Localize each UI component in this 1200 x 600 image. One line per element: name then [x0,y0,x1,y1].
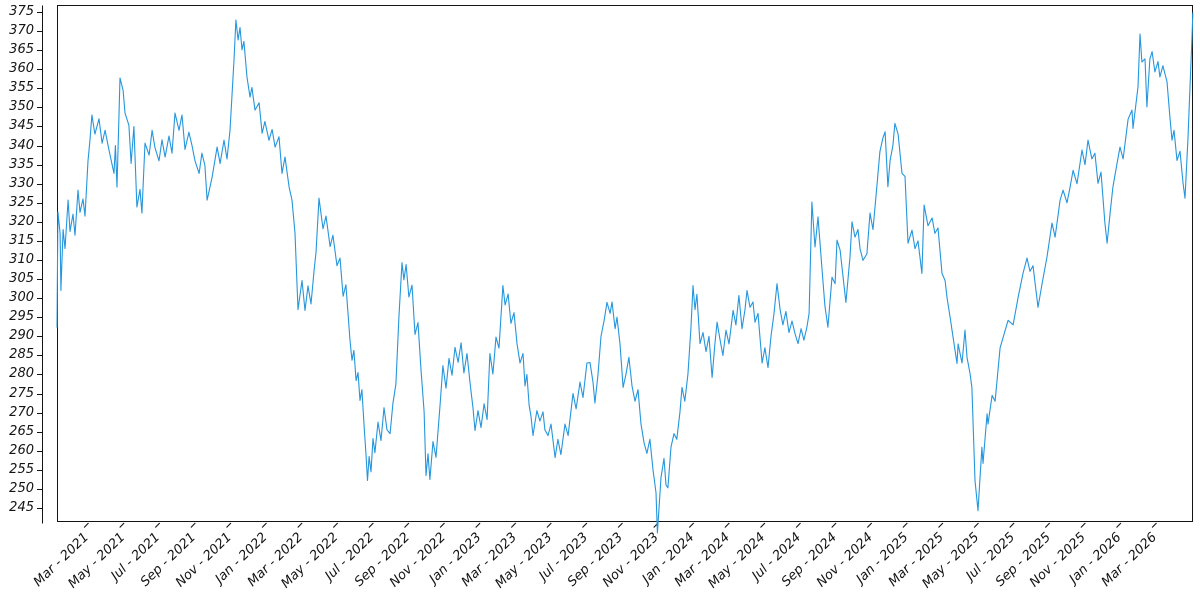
y-tick-label: 360 [9,61,34,77]
y-tick-label: 375 [9,4,34,19]
x-tick-mark [902,522,908,528]
x-tick-mark [190,522,196,528]
x-tick-mark [1044,522,1051,528]
y-tick-label: 310 [9,252,34,267]
x-tick-mark [795,522,801,528]
x-tick-mark [760,522,766,528]
y-tick-label: 320 [9,213,34,229]
y-tick-label: 340 [9,137,34,153]
x-tick-mark [154,522,161,528]
x-tick-mark [831,522,837,528]
x-tick-mark [724,522,730,528]
x-tick-mark [510,522,517,528]
x-tick-mark [297,522,303,528]
x-tick-mark [688,522,695,528]
y-tick-label: 315 [9,232,34,248]
y-tick-label: 325 [9,194,34,210]
y-tick-label: 365 [9,42,34,58]
y-tick-label: 280 [9,366,34,382]
x-tick-mark [119,522,125,528]
y-tick-label: 260 [9,442,34,458]
x-tick-mark [1116,522,1122,528]
y-tick-label: 370 [9,23,34,39]
y-tick-label: 305 [9,271,34,287]
x-tick-mark [261,522,267,528]
y-tick-label: 265 [9,423,34,439]
x-tick-mark [83,522,89,528]
x-tick-mark [368,522,374,528]
x-tick-mark [582,522,588,528]
y-tick-label: 250 [9,480,34,496]
x-tick-mark [1151,522,1157,528]
y-tick-label: 300 [9,290,34,306]
x-tick-mark [546,522,552,528]
x-tick-mark [475,522,481,528]
y-tick-label: 290 [9,328,34,344]
y-tick-label: 285 [9,347,34,363]
x-tick-mark [404,522,410,528]
y-tick-label: 345 [9,118,34,134]
y-tick-label: 335 [9,156,34,172]
y-tick-label: 245 [9,500,34,515]
y-tick-label: 270 [9,404,34,420]
y-tick-label: 330 [9,175,34,191]
x-tick-mark [226,522,232,528]
x-tick-mark [617,522,623,528]
y-tick-label: 295 [9,309,34,325]
x-tick-mark [439,522,445,528]
price-line [56,12,1194,534]
y-tick-label: 275 [9,385,34,401]
x-tick-mark [1009,522,1015,528]
x-tick-mark [332,522,339,528]
x-tick-mark [973,522,979,528]
y-tick-label: 350 [9,99,34,115]
plot-frame [57,5,1193,522]
x-tick-mark [866,522,873,528]
x-tick-mark [938,522,944,528]
y-tick-label: 355 [9,80,34,96]
x-tick-mark [1080,522,1086,528]
y-tick-label: 255 [9,461,34,477]
